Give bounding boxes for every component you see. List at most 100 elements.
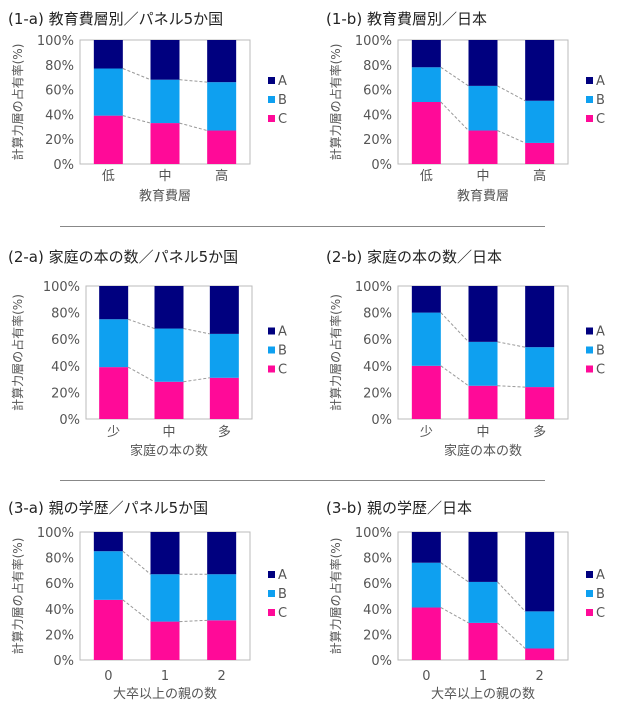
bar-segment-C-1 [468,622,498,660]
y-tick-label: 100% [37,34,74,49]
y-tick-label: 40% [45,108,74,123]
bar-segment-C-高 [525,142,555,164]
legend-swatch-C [586,609,593,616]
bar-segment-A-低 [93,40,123,69]
connector-line-C [440,101,469,131]
x-tick-label: 2 [218,669,226,684]
legend-swatch-C [268,365,275,373]
legend-label-C: C [278,606,287,621]
bar-segment-A-1 [468,532,498,582]
connector-line-B [440,312,469,343]
y-tick-label: 0% [371,413,392,428]
x-axis-label: 教育費層 [457,188,509,204]
x-tick-label: 2 [536,669,544,684]
x-tick-label: 多 [218,424,231,440]
separator-2 [60,480,545,481]
legend-label-C: C [596,112,605,127]
bar-segment-B-中 [468,85,498,131]
legend-swatch-B [586,96,593,103]
bar-segment-B-少 [411,312,441,366]
x-axis-label: 家庭の本の数 [444,443,522,459]
connector-line-B [440,562,469,583]
bar-segment-A-2 [525,532,555,612]
x-tick-label: 1 [479,669,487,684]
connector-line-B [122,550,151,575]
y-tick-label: 40% [363,360,392,375]
legend-swatch-C [586,365,593,373]
legend-label-C: C [596,606,605,621]
y-tick-label: 60% [45,577,74,592]
legend-swatch-B [268,590,275,597]
legend-swatch-A [268,571,275,578]
legend-swatch-A [586,327,593,335]
connector-line-B [497,341,526,348]
bar-segment-C-多 [525,387,555,419]
connector-line-B [497,85,526,102]
bar-segment-A-低 [411,40,441,68]
bar-segment-C-中 [150,123,180,164]
bar-segment-A-中 [150,40,180,80]
y-tick-label: 20% [363,386,392,401]
bar-segment-C-高 [207,130,237,164]
legend-swatch-B [586,590,593,597]
y-axis-label: 計算力層の占有率(%) [328,294,343,411]
bar-segment-C-2 [525,648,555,660]
chart-panel-4: (2-b) 家庭の本の数／日本 0% 20% 40% 60% 80% 100% 計算力層の占有… [326,248,605,459]
bar-segment-C-少 [411,365,441,419]
bar-segment-C-中 [468,130,498,164]
x-tick-label: 中 [158,169,171,184]
chart-title: (1-a) 教育費層別／パネル5か国 [8,10,223,28]
y-tick-label: 80% [45,59,74,74]
bar-segment-C-低 [93,115,123,164]
x-tick-label: 高 [533,168,546,184]
y-tick-label: 100% [37,526,74,541]
legend-label-B: B [596,344,605,359]
legend-label-A: A [596,325,605,340]
connector-line-C [179,122,208,132]
bar-segment-B-多 [209,333,239,378]
bar-segment-A-0 [93,532,123,552]
chart-title: (3-b) 親の学歴／日本 [326,499,472,517]
x-tick-label: 多 [533,424,546,440]
x-tick-label: 中 [162,425,175,440]
y-tick-label: 40% [363,108,392,123]
connector-line-C [440,607,469,624]
bar-segment-C-0 [411,607,441,660]
x-axis-label: 大卒以上の親の数 [113,687,217,702]
y-tick-label: 60% [363,577,392,592]
bar-segment-C-多 [209,377,239,419]
legend-swatch-A [586,571,593,578]
x-tick-label: 1 [161,669,169,684]
y-tick-label: 80% [51,307,80,322]
legend-label-B: B [278,344,287,359]
legend-label-C: C [278,112,287,127]
y-tick-label: 60% [363,333,392,348]
bar-segment-A-多 [525,286,555,348]
y-axis-label: 計算力層の占有率(%) [10,44,25,161]
y-tick-label: 40% [363,603,392,618]
chart-title: (1-b) 教育費層別／日本 [326,10,487,28]
y-tick-label: 0% [53,654,74,669]
connector-line-B [128,318,155,330]
chart-title: (2-b) 家庭の本の数／日本 [326,248,502,266]
chart-panel-5: (3-a) 親の学歴／パネル5か国 0% 20% 40% 60% 80% 100% 計算力層の… [8,499,287,702]
y-tick-label: 100% [355,526,392,541]
bar-segment-B-低 [93,68,123,116]
connector-line-B [122,68,151,81]
connector-line-C [122,599,151,622]
legend-label-A: A [596,74,605,89]
bar-segment-A-2 [207,532,237,575]
bar-segment-B-2 [525,611,555,649]
bar-segment-C-中 [154,381,184,419]
y-tick-label: 20% [363,133,392,148]
legend-label-A: A [278,325,287,340]
bar-segment-B-0 [411,562,441,608]
x-axis-label: 大卒以上の親の数 [431,687,535,702]
x-tick-label: 少 [107,425,120,440]
y-tick-label: 100% [355,280,392,295]
y-tick-label: 0% [371,654,392,669]
legend-swatch-A [268,327,275,335]
legend-swatch-A [268,77,275,84]
connector-line-C [497,622,526,649]
